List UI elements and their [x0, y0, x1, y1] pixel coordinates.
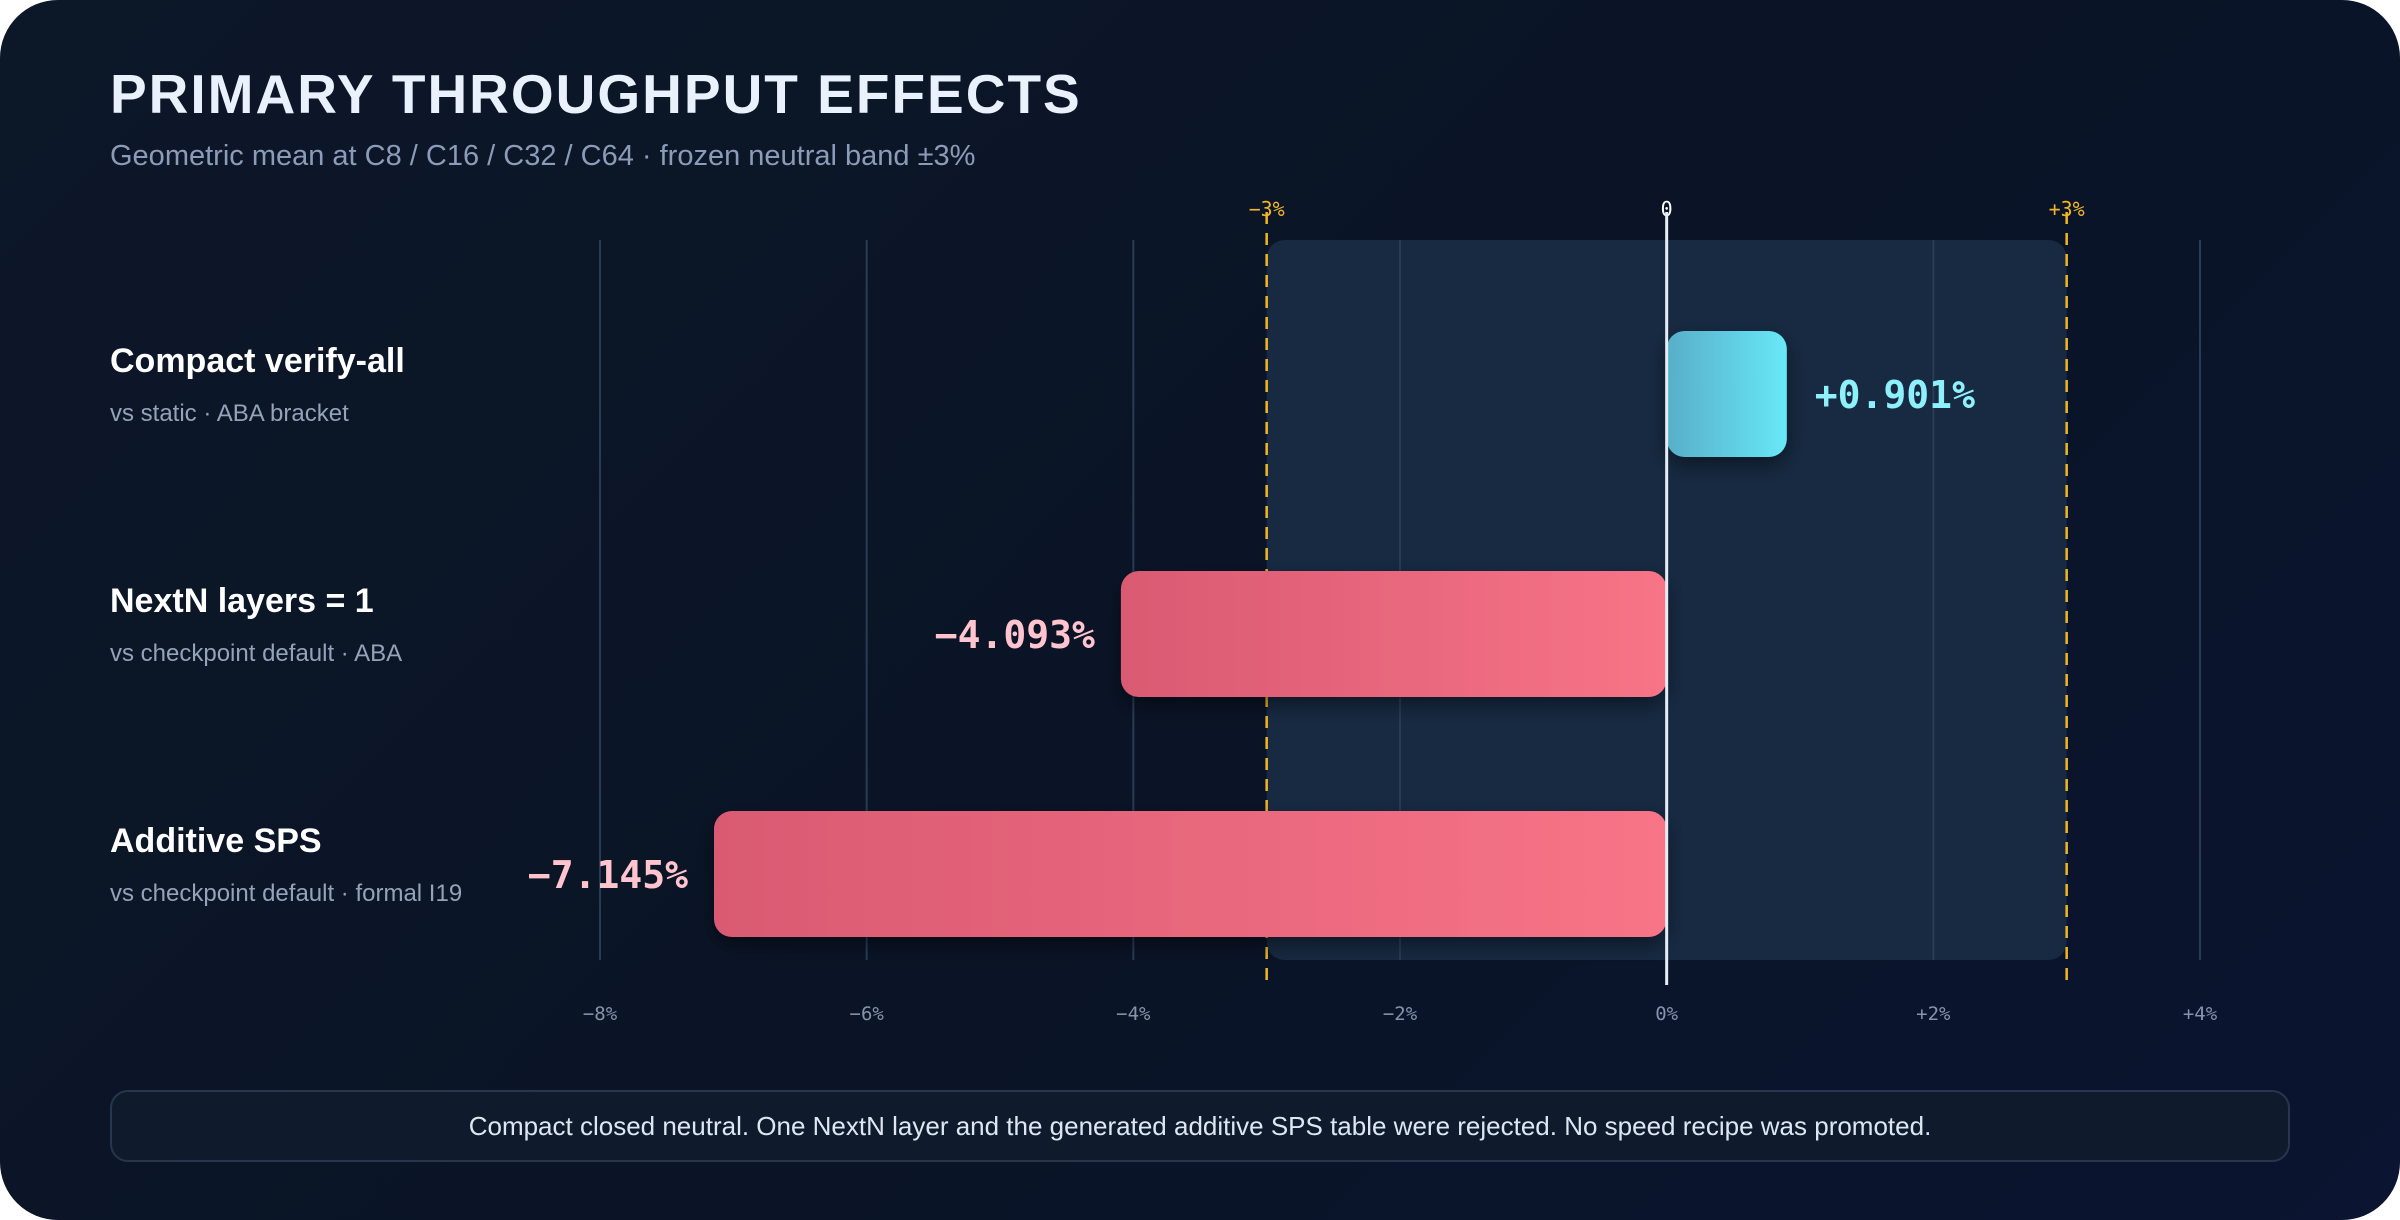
category-sublabel: vs checkpoint default · ABA	[110, 640, 402, 667]
bar-2	[1120, 571, 1667, 697]
bar-1	[1666, 331, 1787, 457]
conclusion-box: Compact closed neutral. One NextN layer …	[110, 1090, 2290, 1162]
x-tick-label: 0%	[1655, 1003, 1678, 1025]
category-sublabel: vs checkpoint default · formal I19	[110, 880, 462, 907]
x-tick-label: +4%	[2183, 1003, 2218, 1025]
category-label: Compact verify-all	[110, 342, 405, 380]
band-plus-label: +3%	[2049, 197, 2085, 221]
category-label: Additive SPS	[110, 822, 322, 860]
category-label: NextN layers = 1	[110, 582, 374, 620]
bar-3	[714, 811, 1667, 937]
x-tick-label: −8%	[583, 1003, 618, 1025]
conclusion-text: Compact closed neutral. One NextN layer …	[468, 1110, 1932, 1141]
zero-label: 0	[1661, 197, 1673, 221]
x-tick-label: −6%	[850, 1003, 885, 1025]
band-minus-label: −3%	[1249, 197, 1285, 221]
x-tick-label: −2%	[1383, 1003, 1418, 1025]
chart-title: PRIMARY THROUGHPUT EFFECTS	[110, 63, 1082, 125]
category-sublabel: vs static · ABA bracket	[110, 400, 349, 427]
value-label: −4.093%	[935, 613, 1095, 657]
x-tick-label: −4%	[1116, 1003, 1151, 1025]
value-label: −7.145%	[528, 853, 688, 897]
value-label: +0.901%	[1815, 373, 1975, 417]
x-tick-label: +2%	[1916, 1003, 1951, 1025]
chart-subtitle: Geometric mean at C8 / C16 / C32 / C64 ·…	[110, 140, 976, 172]
